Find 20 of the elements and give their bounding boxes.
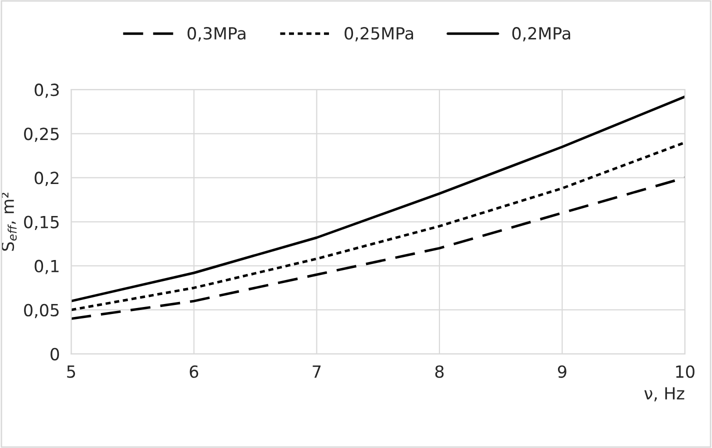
x-axis-title: ν, Hz [644, 387, 684, 402]
legend-label: 0,2MPa [512, 27, 570, 42]
legend-label: 0,3MPa [188, 27, 246, 42]
line-series [71, 95, 685, 302]
x-tick-label: 10 [676, 365, 694, 378]
legend-label: 0,25MPa [344, 27, 414, 42]
y-tick-label: 0,1 [34, 260, 59, 274]
x-tick-label: 5 [67, 366, 76, 378]
y-tick-label: 0,25 [24, 128, 59, 142]
y-tick-label: 0,05 [24, 304, 59, 318]
x-tick-label: 6 [190, 365, 198, 378]
x-tick-label: 8 [435, 365, 444, 378]
y-tick-label: 0,2 [34, 172, 58, 186]
x-tick-label: 7 [312, 366, 321, 378]
y-tick-label: 0,15 [24, 216, 59, 230]
y-tick-label: 0 [50, 348, 59, 360]
y-tick-label: 0,3 [34, 84, 59, 98]
x-tick-label: 9 [558, 365, 566, 378]
line-series [71, 176, 685, 320]
line-series [71, 141, 685, 312]
